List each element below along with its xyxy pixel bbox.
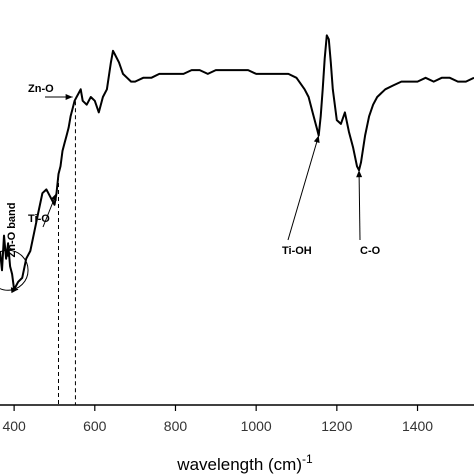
x-axis-title-superscript: -1 bbox=[302, 452, 313, 466]
annotation-arrowhead bbox=[356, 170, 363, 178]
annotation-label: Zn-O band bbox=[6, 203, 18, 258]
annotation-arrowhead bbox=[51, 193, 57, 201]
x-ticks: 400 600 800 1000 1200 1400 bbox=[2, 405, 433, 434]
x-tick-label: 800 bbox=[164, 418, 188, 434]
plot-area: Zn-O Ti-O Zn-O band Ti-OH C-O bbox=[0, 34, 474, 405]
annotation-arrow bbox=[287, 135, 320, 241]
x-tick-label: 600 bbox=[83, 418, 107, 434]
annotation-arrowhead bbox=[313, 135, 320, 144]
x-axis-title-text: wavelength (cm) bbox=[176, 455, 302, 474]
annotation-arrow bbox=[358, 170, 361, 241]
annotation-label: Ti-OH bbox=[282, 245, 312, 257]
annotation-arrowhead bbox=[65, 94, 73, 100]
annotation-arrowhead bbox=[10, 287, 19, 294]
annotation-label: C-O bbox=[360, 245, 381, 257]
x-axis-title: wavelength (cm)-1 bbox=[176, 452, 313, 474]
zn-o-band-circle bbox=[0, 249, 29, 291]
x-tick-label: 400 bbox=[2, 418, 26, 434]
x-tick-label: 1000 bbox=[241, 418, 272, 434]
annotation-label: Zn-O bbox=[28, 83, 54, 95]
reference-lines bbox=[57, 101, 76, 405]
annotations: Zn-O Ti-O Zn-O band Ti-OH C-O bbox=[6, 83, 381, 294]
spectrum-line bbox=[0, 34, 474, 291]
annotation-label: Ti-O bbox=[28, 213, 50, 225]
x-tick-label: 1400 bbox=[402, 418, 433, 434]
x-tick-label: 1200 bbox=[321, 418, 352, 434]
